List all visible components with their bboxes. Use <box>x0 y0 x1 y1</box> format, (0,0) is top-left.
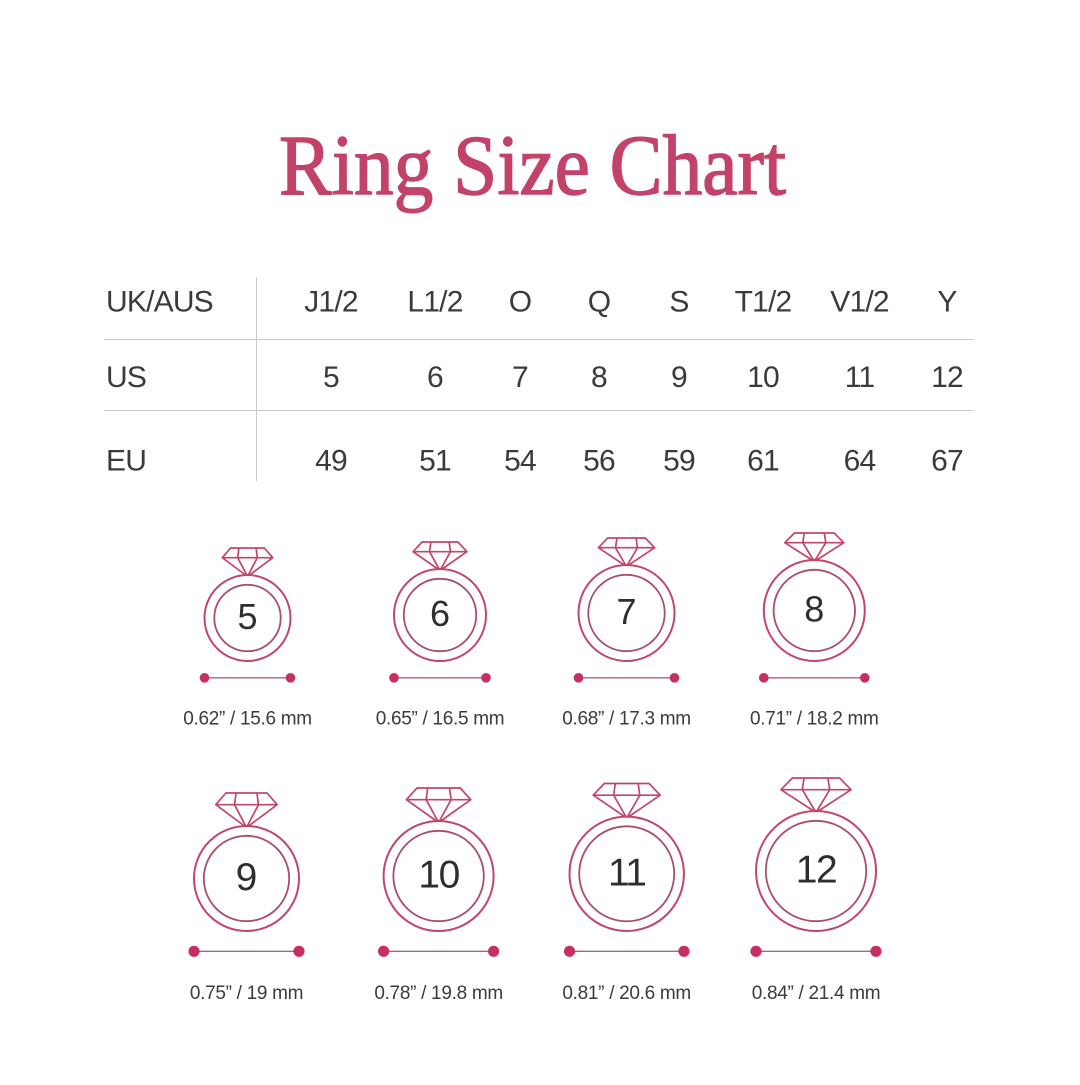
svg-text:9: 9 <box>671 361 687 394</box>
svg-text:61: 61 <box>747 445 779 478</box>
svg-text:11: 11 <box>845 361 875 394</box>
svg-text:0.84” / 21.4 mm: 0.84” / 21.4 mm <box>752 983 881 1004</box>
svg-text:54: 54 <box>504 445 536 478</box>
svg-text:US: US <box>106 361 146 394</box>
svg-text:0.65” / 16.5 mm: 0.65” / 16.5 mm <box>376 708 505 729</box>
svg-text:5: 5 <box>237 596 257 637</box>
svg-text:T1/2: T1/2 <box>735 285 792 318</box>
svg-text:0.81” / 20.6 mm: 0.81” / 20.6 mm <box>562 983 691 1004</box>
svg-text:0.62” / 15.6 mm: 0.62” / 15.6 mm <box>183 708 312 729</box>
svg-text:0.75” / 19 mm: 0.75” / 19 mm <box>190 983 303 1004</box>
svg-text:59: 59 <box>663 445 695 478</box>
svg-text:10: 10 <box>418 854 459 897</box>
svg-text:51: 51 <box>419 445 451 478</box>
svg-text:8: 8 <box>804 588 824 629</box>
svg-text:8: 8 <box>591 361 607 394</box>
svg-text:56: 56 <box>583 445 615 478</box>
svg-text:11: 11 <box>608 852 646 895</box>
svg-text:J1/2: J1/2 <box>304 285 358 318</box>
svg-text:12: 12 <box>931 361 963 394</box>
svg-text:L1/2: L1/2 <box>407 285 462 318</box>
svg-text:EU: EU <box>106 445 146 478</box>
svg-text:UK/AUS: UK/AUS <box>106 285 213 318</box>
svg-text:S: S <box>669 285 688 318</box>
svg-text:Q: Q <box>588 285 611 318</box>
svg-text:Ring Size Chart: Ring Size Chart <box>279 117 786 213</box>
svg-text:V1/2: V1/2 <box>830 285 889 318</box>
svg-text:0.68” / 17.3 mm: 0.68” / 17.3 mm <box>562 708 691 729</box>
svg-text:O: O <box>509 285 532 318</box>
svg-text:6: 6 <box>427 361 443 394</box>
svg-text:9: 9 <box>236 856 258 899</box>
svg-text:7: 7 <box>616 591 636 632</box>
svg-text:49: 49 <box>315 445 347 478</box>
svg-text:64: 64 <box>844 445 876 478</box>
svg-text:5: 5 <box>323 361 339 394</box>
svg-text:Y: Y <box>937 285 957 318</box>
svg-text:67: 67 <box>931 445 963 478</box>
svg-text:12: 12 <box>796 849 836 892</box>
svg-text:0.78” / 19.8 mm: 0.78” / 19.8 mm <box>374 983 503 1004</box>
svg-text:6: 6 <box>430 593 450 634</box>
svg-text:10: 10 <box>747 361 779 394</box>
svg-text:7: 7 <box>512 361 528 394</box>
svg-text:0.71” / 18.2 mm: 0.71” / 18.2 mm <box>750 708 879 729</box>
